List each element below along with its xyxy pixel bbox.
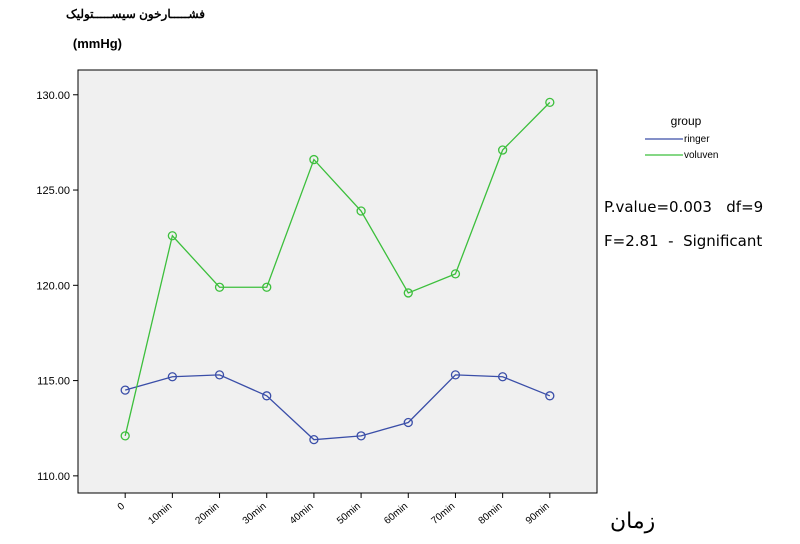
y-tick-label: 125.00	[36, 185, 70, 197]
x-tick-label: 40min	[288, 501, 316, 527]
data-point	[262, 282, 272, 292]
x-tick-label: 90min	[524, 501, 552, 527]
annotation: P.value=0.003 df=9	[604, 198, 763, 216]
series-line	[124, 101, 551, 436]
y-tick-label: 115.00	[37, 376, 70, 388]
chart-title: فشـــــارخون سیســـــتولیک	[66, 7, 205, 22]
data-point	[120, 385, 130, 395]
y-tick-label: 110.00	[37, 471, 70, 483]
data-point	[356, 431, 366, 441]
data-point	[167, 372, 178, 382]
data-point	[214, 370, 225, 380]
data-point	[214, 282, 225, 292]
data-point	[403, 417, 413, 428]
data-point	[167, 231, 178, 241]
x-tick-label: 80min	[477, 501, 505, 527]
data-point	[545, 391, 555, 401]
legend-label: voluven	[684, 150, 718, 161]
data-point	[309, 154, 319, 165]
legend-title: group	[671, 114, 702, 128]
chart-subtitle: (mmHg)	[73, 36, 122, 51]
data-point	[497, 145, 508, 155]
data-point	[403, 288, 413, 298]
data-point	[450, 269, 461, 279]
data-point	[545, 97, 555, 108]
x-tick-label: 60min	[382, 501, 410, 527]
plot-area	[77, 69, 598, 494]
data-point	[309, 434, 319, 445]
legend-label: ringer	[684, 134, 710, 145]
y-tick-label: 120.00	[36, 280, 70, 292]
data-point	[120, 431, 130, 441]
annotation: F=2.81 - Significant	[604, 232, 762, 250]
x-axis-label: زمان	[610, 509, 655, 534]
x-tick-label: 30min	[241, 501, 269, 527]
data-point	[262, 391, 272, 401]
x-tick-label: 0	[116, 501, 128, 513]
data-point	[356, 206, 366, 216]
y-tick-label: 130.00	[36, 90, 70, 102]
x-tick-label: 20min	[194, 501, 222, 527]
data-point	[450, 370, 461, 380]
x-tick-label: 50min	[335, 501, 363, 527]
data-point	[497, 372, 508, 382]
x-tick-label: 70min	[429, 501, 457, 527]
series-line	[125, 374, 551, 441]
x-tick-label: 10min	[146, 501, 174, 527]
